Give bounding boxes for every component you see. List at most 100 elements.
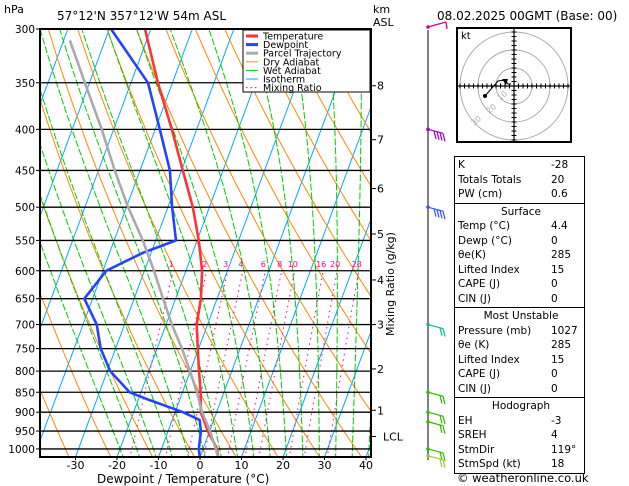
km-tick-label: 5 — [377, 228, 384, 241]
mixing-ratio-line — [244, 270, 283, 457]
value: 0.6 — [551, 188, 568, 200]
wind-barb-feather — [445, 21, 448, 30]
value: 0 — [551, 368, 558, 380]
wind-barb-dot — [426, 25, 430, 29]
legend-label: Wet Adiabat — [263, 66, 321, 77]
table-row: SREH 4 — [458, 428, 584, 443]
x-tick-label: 40 — [359, 459, 373, 472]
km-tick-label: 8 — [377, 80, 384, 93]
mixing-ratio-line — [227, 270, 266, 457]
mixing-ratio-label: 16 — [316, 260, 326, 269]
dry-adiabat-line — [47, 29, 237, 457]
table-row: θe(K) 285 — [458, 248, 584, 263]
label: K — [458, 159, 465, 171]
mixing-ratio-label: 3 — [223, 260, 228, 269]
label: SREH — [458, 429, 487, 441]
wind-barb-staff — [427, 21, 447, 28]
x-tick-label: -20 — [108, 459, 126, 472]
value: 0 — [551, 292, 558, 305]
isotherm-line — [74, 29, 235, 457]
wet-adiabat-line — [208, 29, 287, 457]
most-unstable-section: Most Unstable Pressure (mb) 1027 θe (K) 285 L… — [455, 308, 584, 398]
mixing-ratio-label: 20 — [330, 260, 340, 269]
hodograph-frame — [456, 27, 572, 143]
table-row: StmSpd (kt) 18 — [458, 457, 584, 472]
legend-label: Dry Adiabat — [263, 57, 320, 68]
row-totals: Totals Totals 20 — [458, 173, 584, 188]
copyright-footer: © weatheronline.co.uk — [457, 471, 589, 485]
pressure-label: 650 — [15, 294, 35, 306]
dry-adiabat-line — [165, 29, 371, 413]
mixing-ratio-axis-title: Mixing Ratio (g/kg) — [384, 232, 397, 336]
wind-barb-feather — [436, 209, 440, 218]
location-title: 57°12'N 357°12'W 54m ASL — [57, 9, 227, 23]
dry-adiabat-line — [40, 388, 70, 457]
x-tick-label: 0 — [197, 459, 204, 472]
wind-barb-feather — [439, 132, 443, 141]
pressure-label: 400 — [15, 124, 35, 136]
hodograph-ring-label: 20 — [485, 102, 499, 115]
label: CAPE (J) — [458, 278, 501, 290]
label: PW (cm) — [458, 188, 503, 200]
label: θe (K) — [458, 339, 490, 351]
km-tick-label: 6 — [377, 183, 384, 196]
storm-motion-marker — [502, 79, 508, 85]
pressure-label: 300 — [15, 24, 35, 36]
wind-barb-feather — [442, 328, 446, 337]
isotherm-line — [40, 29, 110, 218]
km-tick-label: 1 — [377, 404, 384, 417]
wind-barbs — [426, 21, 448, 468]
mixing-ratio-label: 1 — [169, 260, 174, 269]
label: StmSpd (kt) — [458, 458, 521, 470]
wind-barb-feather — [442, 452, 446, 462]
km-tick-label: 7 — [377, 134, 384, 147]
wind-barb-feather — [436, 131, 440, 140]
km-tick-label: 4 — [377, 274, 384, 287]
mixing-ratio-label: 28 — [352, 260, 362, 269]
km-tick-label: LCL — [383, 431, 404, 444]
wet-adiabat-line — [328, 29, 338, 457]
wet-adiabat-line — [40, 87, 173, 457]
label: EH — [458, 414, 473, 427]
value: 0 — [551, 278, 558, 290]
legend-label: Isotherm — [263, 75, 305, 86]
table-row: CAPE (J) 0 — [458, 277, 584, 292]
value: 285 — [551, 339, 572, 351]
wind-barb-feather — [439, 210, 443, 219]
pressure-label: 800 — [15, 366, 35, 378]
label: CIN (J) — [458, 292, 491, 305]
hodograph-section: Hodograph EH -3 SREH 4 StmDir 119° StmSpd (kt) 1… — [455, 398, 584, 474]
wet-adiabat-line — [40, 192, 141, 457]
wind-barb-staff — [427, 128, 444, 134]
table-row: CAPE (J) 0 — [458, 367, 584, 382]
plot-frame — [39, 28, 372, 458]
value: 119° — [551, 443, 577, 456]
wet-adiabat-line — [40, 29, 190, 457]
wind-barb-feather — [439, 327, 443, 336]
value: 0 — [551, 382, 558, 395]
value: 4 — [551, 429, 558, 441]
wind-barb-staff — [427, 411, 444, 417]
value: 0 — [551, 234, 558, 247]
mixing-ratio-line — [326, 270, 360, 457]
label: Totals Totals — [458, 173, 522, 186]
table-row: CIN (J) 0 — [458, 292, 584, 307]
mixing-ratio-line — [203, 270, 244, 457]
dry-adiabat-line — [224, 29, 371, 298]
wind-barb-staff — [427, 448, 444, 454]
wind-barb-feather — [442, 425, 446, 434]
indices-section: K -28 Totals Totals 20 PW (cm) 0.6 — [455, 157, 584, 204]
pressure-label: 1000 — [8, 444, 35, 456]
section-title: Surface — [500, 205, 541, 218]
hodograph-ring-label: 30 — [470, 114, 484, 127]
temperature-profile — [143, 29, 220, 457]
isotherm-line — [40, 29, 69, 106]
dry-adiabat-line — [106, 29, 321, 457]
table-row: θe (K) 285 — [458, 338, 584, 353]
section-title: Most Unstable — [483, 310, 559, 322]
dewpoint-profile — [83, 29, 203, 457]
